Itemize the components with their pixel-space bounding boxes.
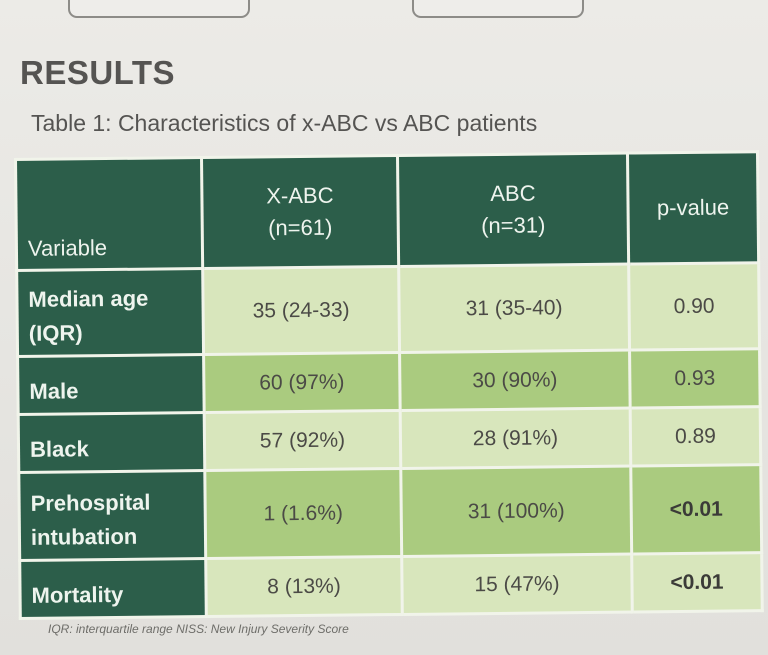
cell-xabc: 1 (1.6%) bbox=[204, 468, 402, 559]
cell-abc: 31 (35-40) bbox=[398, 264, 630, 353]
cell-pvalue: <0.01 bbox=[630, 464, 762, 555]
header-xabc: X-ABC (n=61) bbox=[201, 155, 399, 269]
cell-abc: 30 (90%) bbox=[399, 350, 631, 411]
header-abc-label: ABC bbox=[490, 180, 536, 207]
cell-pvalue: 0.90 bbox=[628, 262, 760, 351]
section-heading: RESULTS bbox=[20, 54, 176, 91]
row-label: Prehospital intubation bbox=[18, 470, 206, 561]
row-label: Black bbox=[18, 412, 205, 473]
results-table: Variable X-ABC (n=61) ABC (n=31) p-value… bbox=[14, 150, 764, 620]
cell-abc: 28 (91%) bbox=[400, 408, 631, 469]
cell-xabc: 60 (97%) bbox=[203, 352, 401, 413]
cell-pvalue: 0.89 bbox=[630, 406, 761, 467]
cell-pvalue: <0.01 bbox=[631, 552, 763, 613]
header-xabc-count: (n=61) bbox=[268, 214, 333, 241]
header-abc: ABC (n=31) bbox=[397, 153, 629, 267]
table-row-mortality: Mortality 8 (13%) 15 (47%) <0.01 bbox=[19, 552, 763, 619]
row-label: Median age (IQR) bbox=[16, 268, 204, 357]
cell-abc: 15 (47%) bbox=[401, 554, 633, 615]
row-label: Mortality bbox=[19, 558, 207, 619]
cell-pvalue: 0.93 bbox=[629, 348, 761, 409]
header-pvalue: p-value bbox=[627, 151, 759, 265]
row-label: Male bbox=[17, 354, 205, 415]
top-box-left bbox=[68, 0, 250, 18]
header-abc-count: (n=31) bbox=[480, 212, 546, 239]
table-header-row: Variable X-ABC (n=61) ABC (n=31) p-value bbox=[15, 151, 759, 271]
cell-abc: 31 (100%) bbox=[400, 466, 632, 557]
table-caption: Table 1: Characteristics of x-ABC vs ABC… bbox=[31, 110, 538, 136]
header-variable: Variable bbox=[15, 157, 203, 271]
table-footnote: IQR: interquartile range NISS: New Injur… bbox=[48, 622, 349, 636]
cell-xabc: 35 (24-33) bbox=[202, 266, 400, 355]
table-row-black: Black 57 (92%) 28 (91%) 0.89 bbox=[18, 406, 761, 473]
table-row-median-age: Median age (IQR) 35 (24-33) 31 (35-40) 0… bbox=[16, 262, 760, 357]
cell-xabc: 57 (92%) bbox=[204, 410, 401, 471]
table-row-prehospital-intubation: Prehospital intubation 1 (1.6%) 31 (100%… bbox=[18, 464, 762, 561]
top-box-right bbox=[412, 0, 584, 18]
header-xabc-label: X-ABC bbox=[266, 182, 334, 209]
cell-xabc: 8 (13%) bbox=[205, 556, 403, 617]
table-row-male: Male 60 (97%) 30 (90%) 0.93 bbox=[17, 348, 761, 415]
